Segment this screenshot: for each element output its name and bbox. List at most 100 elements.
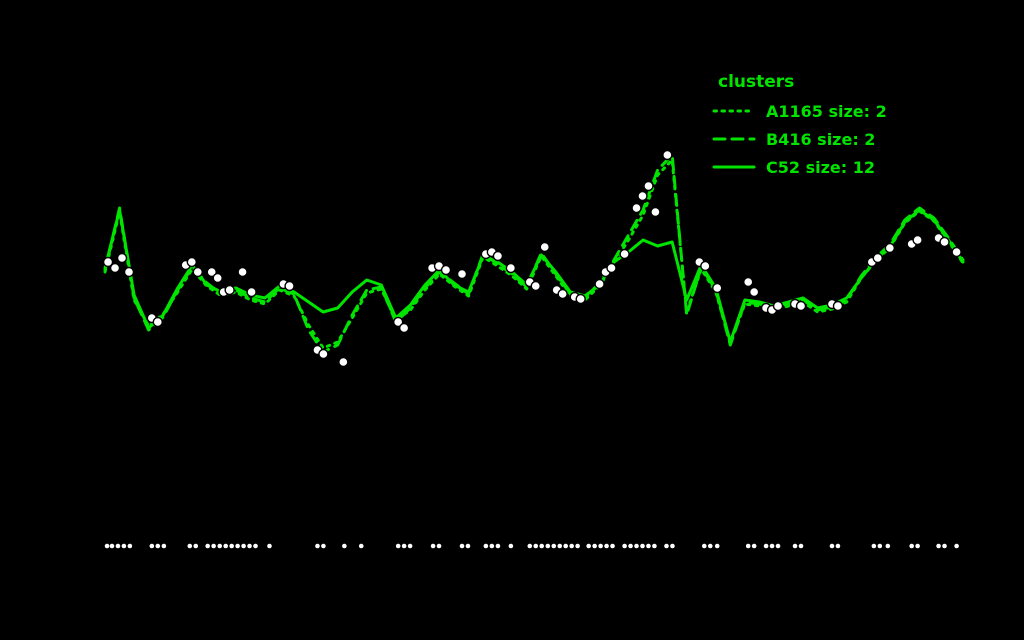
- rug-dot: [483, 543, 489, 549]
- rug-dot: [575, 543, 580, 549]
- data-point-marker: [284, 280, 295, 292]
- rug-dot: [205, 543, 210, 549]
- data-point-marker: [700, 260, 711, 272]
- rug-dot: [769, 543, 775, 549]
- rug-dot: [936, 543, 941, 549]
- rug-dot: [835, 543, 841, 549]
- data-point-marker: [152, 316, 163, 328]
- data-point-marker: [872, 252, 883, 264]
- rug-dot: [909, 543, 914, 549]
- data-point-marker: [224, 284, 235, 296]
- rug-dot: [586, 543, 591, 549]
- rug-dot: [598, 543, 603, 549]
- rug-dot: [885, 543, 891, 549]
- rug-dot: [235, 543, 240, 549]
- rug-dot: [563, 543, 569, 549]
- rug-dot: [628, 543, 633, 549]
- rug-dot: [495, 543, 501, 549]
- data-point-marker: [456, 268, 468, 280]
- legend: clusters A1165 size: 2 B416 size: 2 C52 …: [712, 72, 887, 178]
- data-point-marker: [939, 236, 950, 248]
- data-point-marker: [832, 300, 844, 312]
- rug-dot: [640, 543, 645, 549]
- rug-dot: [792, 543, 798, 549]
- data-point-marker: [748, 286, 760, 298]
- rug-dot: [217, 543, 223, 549]
- data-point-marker: [192, 266, 203, 278]
- rug-dot: [622, 543, 627, 549]
- data-point-marker: [594, 278, 605, 290]
- rug-dot: [775, 543, 781, 549]
- rug-dot: [253, 543, 258, 549]
- data-point-marker: [186, 256, 198, 268]
- rug-dot: [551, 543, 557, 549]
- rug-dot: [915, 543, 920, 549]
- rug-dot: [604, 543, 609, 549]
- data-point-marker: [795, 300, 807, 312]
- rug-dot: [401, 543, 407, 549]
- data-point-marker: [440, 264, 452, 276]
- rug-dot: [508, 543, 514, 549]
- rug-dot: [459, 543, 465, 549]
- data-point-marker: [643, 180, 654, 192]
- data-point-marker: [505, 262, 517, 274]
- rug-dot: [436, 543, 442, 549]
- data-point-marker: [539, 241, 550, 253]
- data-point-marker: [338, 356, 349, 368]
- data-point-marker: [206, 266, 217, 278]
- data-point-marker: [102, 256, 114, 268]
- rug-dot: [321, 543, 326, 549]
- legend-entry-label: C52 size: 12: [766, 157, 875, 177]
- rug-dot: [193, 543, 199, 549]
- data-point-marker: [237, 266, 248, 278]
- rug-dot: [670, 543, 675, 549]
- rug-dot: [954, 543, 959, 549]
- rug-dot: [610, 543, 615, 549]
- rug-dot: [161, 543, 167, 549]
- rug-dot: [115, 543, 121, 549]
- rug-dot: [877, 543, 883, 549]
- rug-dot: [646, 543, 651, 549]
- rug-dot: [395, 543, 401, 549]
- data-point-marker: [575, 293, 586, 305]
- data-point-marker: [557, 288, 568, 300]
- rug-dot: [533, 543, 539, 549]
- data-point-marker: [951, 246, 962, 258]
- legend-line-sample-dashed: [712, 137, 756, 141]
- legend-line-sample-solid: [712, 165, 756, 169]
- rug-dot: [652, 543, 657, 549]
- data-point-marker: [398, 322, 410, 334]
- rug-dot: [527, 543, 533, 549]
- data-point-marker: [712, 282, 723, 294]
- legend-line-sample-dotted: [712, 109, 756, 113]
- rug-dot: [592, 543, 597, 549]
- rug-dot: [407, 543, 413, 549]
- legend-title: clusters: [718, 72, 795, 92]
- data-point-marker: [662, 149, 673, 161]
- series-line-dashed: [103, 153, 965, 354]
- rug-dot: [358, 543, 364, 549]
- data-point-marker: [392, 316, 404, 328]
- rug-dot: [149, 543, 155, 549]
- rug-dot: [569, 543, 574, 549]
- data-point-marker: [743, 276, 754, 288]
- data-point-marker: [123, 266, 135, 278]
- rug-dot: [489, 543, 495, 549]
- rug-dot: [829, 543, 835, 549]
- data-point-marker: [606, 262, 617, 274]
- rug-dot: [539, 543, 545, 549]
- data-point-marker: [650, 206, 661, 218]
- legend-entry: B416 size: 2: [712, 128, 887, 150]
- rug-dot: [798, 543, 804, 549]
- rug-dot: [223, 543, 229, 549]
- rug-dot: [104, 543, 110, 549]
- rug-dot: [127, 543, 133, 549]
- data-point-marker: [912, 234, 923, 246]
- rug-dot: [942, 543, 947, 549]
- rug-dot: [155, 543, 161, 549]
- rug-dot: [664, 543, 669, 549]
- legend-entry: C52 size: 12: [712, 156, 887, 178]
- rug-dot: [342, 543, 347, 549]
- data-point-marker: [212, 272, 223, 284]
